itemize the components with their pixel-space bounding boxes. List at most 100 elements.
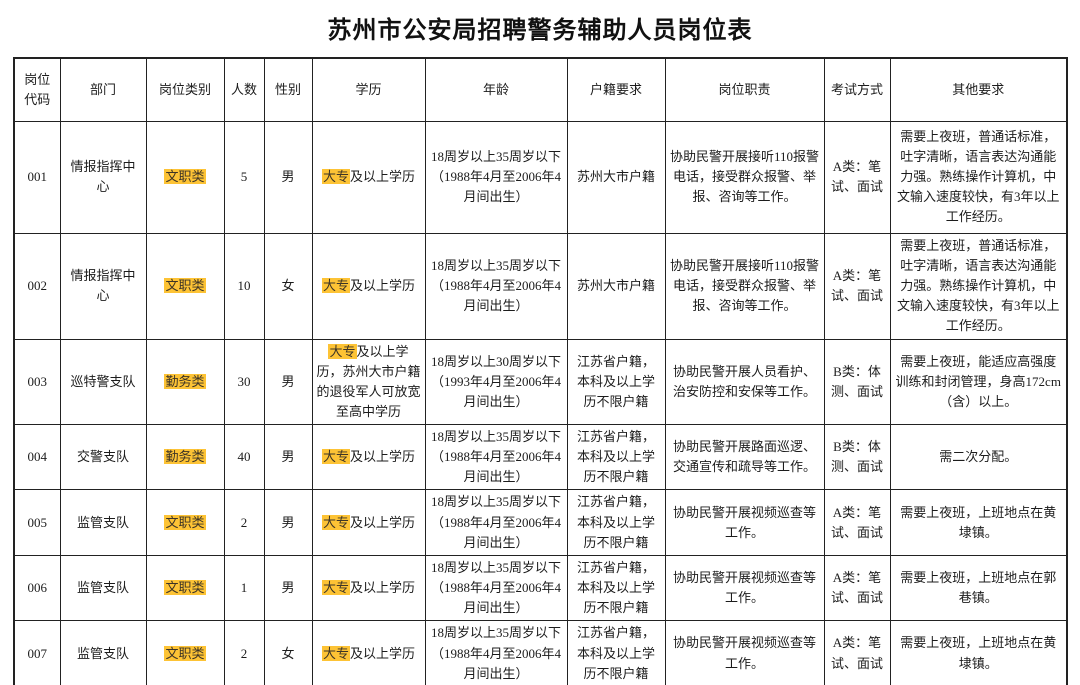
cell-department: 监管支队 [59, 489, 147, 556]
cell-exam: A类：笔试、面试 [823, 489, 891, 556]
cell-category: 文职类 [145, 120, 225, 234]
cell-category: 文职类 [145, 232, 225, 340]
cell-count: 5 [223, 120, 265, 234]
education-highlight: 大专 [321, 168, 350, 184]
cell-position-code: 004 [13, 424, 61, 491]
cell-duty: 协助民警开展视频巡查等工作。 [664, 620, 825, 685]
cell-duty: 协助民警开展接听110报警电话，接受群众报警、举报、咨询等工作。 [664, 232, 825, 340]
cell-age: 18周岁以上35周岁以下（1988年4月至2006年4月间出生） [424, 424, 568, 491]
cell-category: 文职类 [145, 554, 225, 622]
category-highlight: 勤务类 [164, 373, 206, 389]
cell-duty: 协助民警开展视频巡查等工作。 [664, 554, 825, 622]
cell-household: 江苏省户籍，本科及以上学历不限户籍 [566, 620, 666, 685]
education-rest: 及以上学历 [350, 514, 416, 530]
cell-education: 大专及以上学历 [311, 232, 426, 340]
cell-other: 需二次分配。 [889, 424, 1068, 491]
cell-count: 10 [223, 232, 265, 340]
cell-gender: 男 [263, 338, 313, 426]
cell-other: 需要上夜班，普通话标准，吐字清晰，语言表达沟通能力强。熟练操作计算机，中文输入速… [889, 120, 1068, 234]
cell-other: 需要上夜班，普通话标准，吐字清晰，语言表达沟通能力强。熟练操作计算机，中文输入速… [889, 232, 1068, 340]
cell-age: 18周岁以上30周岁以下（1993年4月至2006年4月间出生） [424, 338, 568, 426]
education-rest: 及以上学历 [350, 168, 416, 184]
cell-education: 大专及以上学历 [311, 554, 426, 622]
table-row: 006 监管支队 文职类 1 男 大专及以上学历 18周岁以上35周岁以下（19… [13, 554, 1068, 622]
cell-gender: 男 [263, 489, 313, 556]
cell-other: 需要上夜班，上班地点在郭巷镇。 [889, 554, 1068, 622]
cell-category: 文职类 [145, 620, 225, 685]
table-row: 007 监管支队 文职类 2 女 大专及以上学历 18周岁以上35周岁以下（19… [13, 620, 1068, 685]
column-header-exam: 考试方式 [823, 57, 891, 122]
cell-duty: 协助民警开展人员看护、治安防控和安保等工作。 [664, 338, 825, 426]
column-header-count: 人数 [223, 57, 265, 122]
cell-position-code: 002 [13, 232, 61, 340]
cell-position-code: 007 [13, 620, 61, 685]
cell-age: 18周岁以上35周岁以下（1988年4月至2006年4月间出生） [424, 120, 568, 234]
cell-position-code: 006 [13, 554, 61, 622]
cell-age: 18周岁以上35周岁以下（1988年4月至2006年4月间出生） [424, 620, 568, 685]
cell-category: 文职类 [145, 489, 225, 556]
cell-education: 大专及以上学历 [311, 424, 426, 491]
category-highlight: 文职类 [164, 645, 206, 661]
cell-age: 18周岁以上35周岁以下（1988年4月至2006年4月间出生） [424, 232, 568, 340]
category-highlight: 文职类 [164, 168, 206, 184]
cell-duty: 协助民警开展视频巡查等工作。 [664, 489, 825, 556]
education-highlight: 大专 [321, 580, 350, 596]
cell-exam: A类：笔试、面试 [823, 620, 891, 685]
cell-gender: 女 [263, 232, 313, 340]
cell-department: 情报指挥中心 [59, 120, 147, 234]
cell-department: 交警支队 [59, 424, 147, 491]
category-highlight: 文职类 [164, 580, 206, 596]
cell-department: 情报指挥中心 [59, 232, 147, 340]
cell-age: 18周岁以上35周岁以下（1988年4月至2006年4月间出生） [424, 554, 568, 622]
education-rest: 及以上学历 [350, 277, 416, 293]
cell-household: 江苏省户籍，本科及以上学历不限户籍 [566, 554, 666, 622]
cell-count: 2 [223, 620, 265, 685]
cell-household: 江苏省户籍，本科及以上学历不限户籍 [566, 489, 666, 556]
cell-household: 苏州大市户籍 [566, 120, 666, 234]
column-header-code: 岗位代码 [13, 57, 61, 122]
cell-position-code: 001 [13, 120, 61, 234]
position-table: 岗位代码 部门 岗位类别 人数 性别 学历 年龄 户籍要求 岗位职责 考试方式 … [13, 57, 1068, 685]
column-header-duty: 岗位职责 [664, 57, 825, 122]
table-row: 002 情报指挥中心 文职类 10 女 大专及以上学历 18周岁以上35周岁以下… [13, 232, 1068, 340]
cell-category: 勤务类 [145, 424, 225, 491]
cell-gender: 女 [263, 620, 313, 685]
cell-gender: 男 [263, 554, 313, 622]
table-row: 004 交警支队 勤务类 40 男 大专及以上学历 18周岁以上35周岁以下（1… [13, 424, 1068, 491]
cell-education: 大专及以上学历 [311, 489, 426, 556]
column-header-department: 部门 [59, 57, 147, 122]
page-title: 苏州市公安局招聘警务辅助人员岗位表 [327, 18, 753, 44]
table-row: 001 情报指挥中心 文职类 5 男 大专及以上学历 18周岁以上35周岁以下（… [13, 120, 1068, 234]
cell-household: 江苏省户籍，本科及以上学历不限户籍 [566, 424, 666, 491]
education-highlight: 大专 [321, 645, 350, 661]
category-highlight: 文职类 [164, 277, 206, 293]
cell-other: 需要上夜班，上班地点在黄埭镇。 [889, 489, 1068, 556]
cell-duty: 协助民警开展路面巡逻、交通宣传和疏导等工作。 [664, 424, 825, 491]
education-rest: 及以上学历，苏州大市户籍的退役军人可放宽至高中学历 [316, 343, 421, 419]
cell-exam: A类：笔试、面试 [823, 120, 891, 234]
cell-education: 大专及以上学历 [311, 120, 426, 234]
header-row: 岗位代码 部门 岗位类别 人数 性别 学历 年龄 户籍要求 岗位职责 考试方式 … [13, 57, 1068, 122]
education-highlight: 大专 [328, 343, 357, 359]
cell-count: 40 [223, 424, 265, 491]
cell-position-code: 003 [13, 338, 61, 426]
cell-other: 需要上夜班，能适应高强度训练和封闭管理，身高172cm（含）以上。 [889, 338, 1068, 426]
cell-department: 监管支队 [59, 554, 147, 622]
category-highlight: 文职类 [164, 514, 206, 530]
category-highlight: 勤务类 [164, 449, 206, 465]
education-rest: 及以上学历 [350, 645, 416, 661]
cell-count: 1 [223, 554, 265, 622]
education-highlight: 大专 [321, 449, 350, 465]
cell-exam: B类：体测、面试 [823, 338, 891, 426]
cell-department: 监管支队 [59, 620, 147, 685]
cell-department: 巡特警支队 [59, 338, 147, 426]
table-body: 001 情报指挥中心 文职类 5 男 大专及以上学历 18周岁以上35周岁以下（… [13, 120, 1068, 685]
cell-other: 需要上夜班，上班地点在黄埭镇。 [889, 620, 1068, 685]
cell-education: 大专及以上学历 [311, 620, 426, 685]
table-row: 003 巡特警支队 勤务类 30 男 大专及以上学历，苏州大市户籍的退役军人可放… [13, 338, 1068, 426]
column-header-category: 岗位类别 [145, 57, 225, 122]
cell-age: 18周岁以上35周岁以下（1988年4月至2006年4月间出生） [424, 489, 568, 556]
column-header-education: 学历 [311, 57, 426, 122]
cell-position-code: 005 [13, 489, 61, 556]
table-row: 005 监管支队 文职类 2 男 大专及以上学历 18周岁以上35周岁以下（19… [13, 489, 1068, 556]
